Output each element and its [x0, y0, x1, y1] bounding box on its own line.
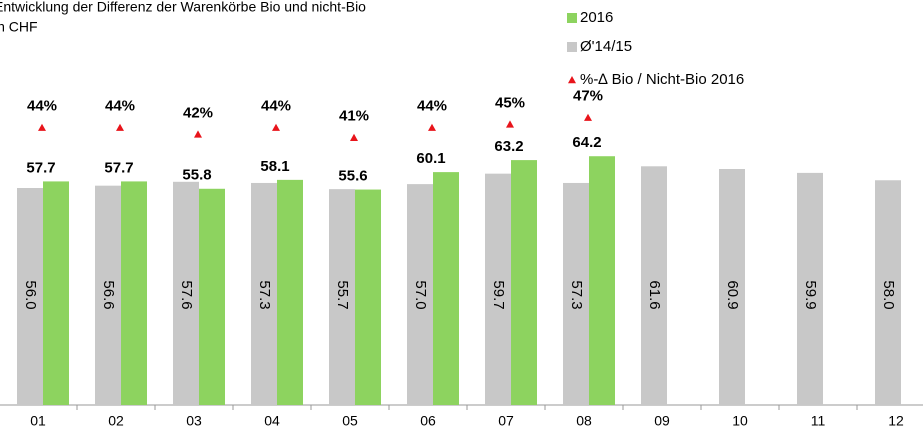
- bar: [875, 180, 901, 405]
- data-label: 41%: [339, 108, 369, 125]
- x-tick-label: 06: [420, 413, 436, 429]
- bar: [589, 156, 615, 405]
- bar: [43, 181, 69, 405]
- x-tick-label: 01: [30, 413, 46, 429]
- data-label: 55.6: [338, 168, 367, 185]
- marker: [116, 123, 124, 131]
- data-label: 58.0: [880, 280, 897, 309]
- data-label: 57.3: [256, 280, 273, 309]
- bar: [17, 188, 43, 405]
- bar: [251, 182, 277, 405]
- data-label: 56.6: [100, 280, 117, 309]
- marker: [194, 130, 202, 138]
- data-label: 57.7: [104, 159, 133, 176]
- legend-label: Ø'14/15: [580, 38, 632, 55]
- data-label: 55.7: [334, 280, 351, 309]
- data-label: 59.9: [802, 280, 819, 309]
- legend-label: %-∆ Bio / Nicht-Bio 2016: [580, 71, 744, 88]
- bar: [563, 182, 589, 405]
- data-label: 58.1: [260, 158, 289, 175]
- legend-swatch: [567, 42, 577, 52]
- data-label: 57.0: [412, 280, 429, 309]
- data-label: 44%: [105, 98, 135, 115]
- bar: [121, 181, 147, 405]
- x-tick-label: 04: [264, 413, 280, 429]
- bar: [95, 185, 121, 405]
- data-label: 61.6: [646, 280, 663, 309]
- bar: [511, 160, 537, 405]
- bar: [719, 169, 745, 405]
- data-label: 57.7: [26, 159, 55, 176]
- chart-title: Entwicklung der Differenz der Warenkörbe…: [0, 0, 366, 15]
- legend-marker: [568, 76, 576, 84]
- bar: [641, 166, 667, 405]
- bar: [199, 188, 225, 405]
- data-label: 44%: [417, 98, 447, 115]
- x-tick-label: 02: [108, 413, 124, 429]
- data-label: 55.8: [182, 167, 211, 184]
- x-tick-label: 09: [654, 413, 670, 429]
- data-label: 59.7: [490, 280, 507, 309]
- data-label: 42%: [183, 104, 213, 121]
- data-label: 57.3: [568, 280, 585, 309]
- data-label: 44%: [27, 98, 57, 115]
- marker: [350, 133, 358, 141]
- data-label: 56.0: [22, 280, 39, 309]
- x-tick-label: 07: [498, 413, 514, 429]
- x-tick-label: 12: [888, 413, 904, 429]
- marker: [584, 113, 592, 121]
- bar: [407, 184, 433, 405]
- bar: [329, 189, 355, 405]
- data-label: 64.2: [572, 134, 601, 151]
- bar: [485, 173, 511, 405]
- marker: [38, 123, 46, 131]
- chart-subtitle: in CHF: [0, 19, 38, 35]
- x-tick-label: 03: [186, 413, 202, 429]
- data-label: 63.2: [494, 138, 523, 155]
- bar: [173, 181, 199, 405]
- marker: [428, 123, 436, 131]
- x-tick-label: 10: [732, 413, 748, 429]
- legend-label: 2016: [580, 9, 613, 26]
- x-tick-label: 11: [811, 413, 826, 429]
- bar: [355, 189, 381, 405]
- data-label: 57.6: [178, 280, 195, 309]
- data-label: 45%: [495, 94, 525, 111]
- bar: [433, 172, 459, 405]
- marker: [506, 120, 514, 128]
- data-label: 60.1: [416, 150, 445, 167]
- legend-swatch: [567, 13, 577, 23]
- x-tick-label: 08: [576, 413, 592, 429]
- bar: [797, 172, 823, 405]
- data-label: 47%: [573, 88, 603, 105]
- bar: [277, 179, 303, 405]
- marker: [272, 123, 280, 131]
- x-tick-label: 05: [342, 413, 358, 429]
- data-label: 44%: [261, 98, 291, 115]
- data-label: 60.9: [724, 280, 741, 309]
